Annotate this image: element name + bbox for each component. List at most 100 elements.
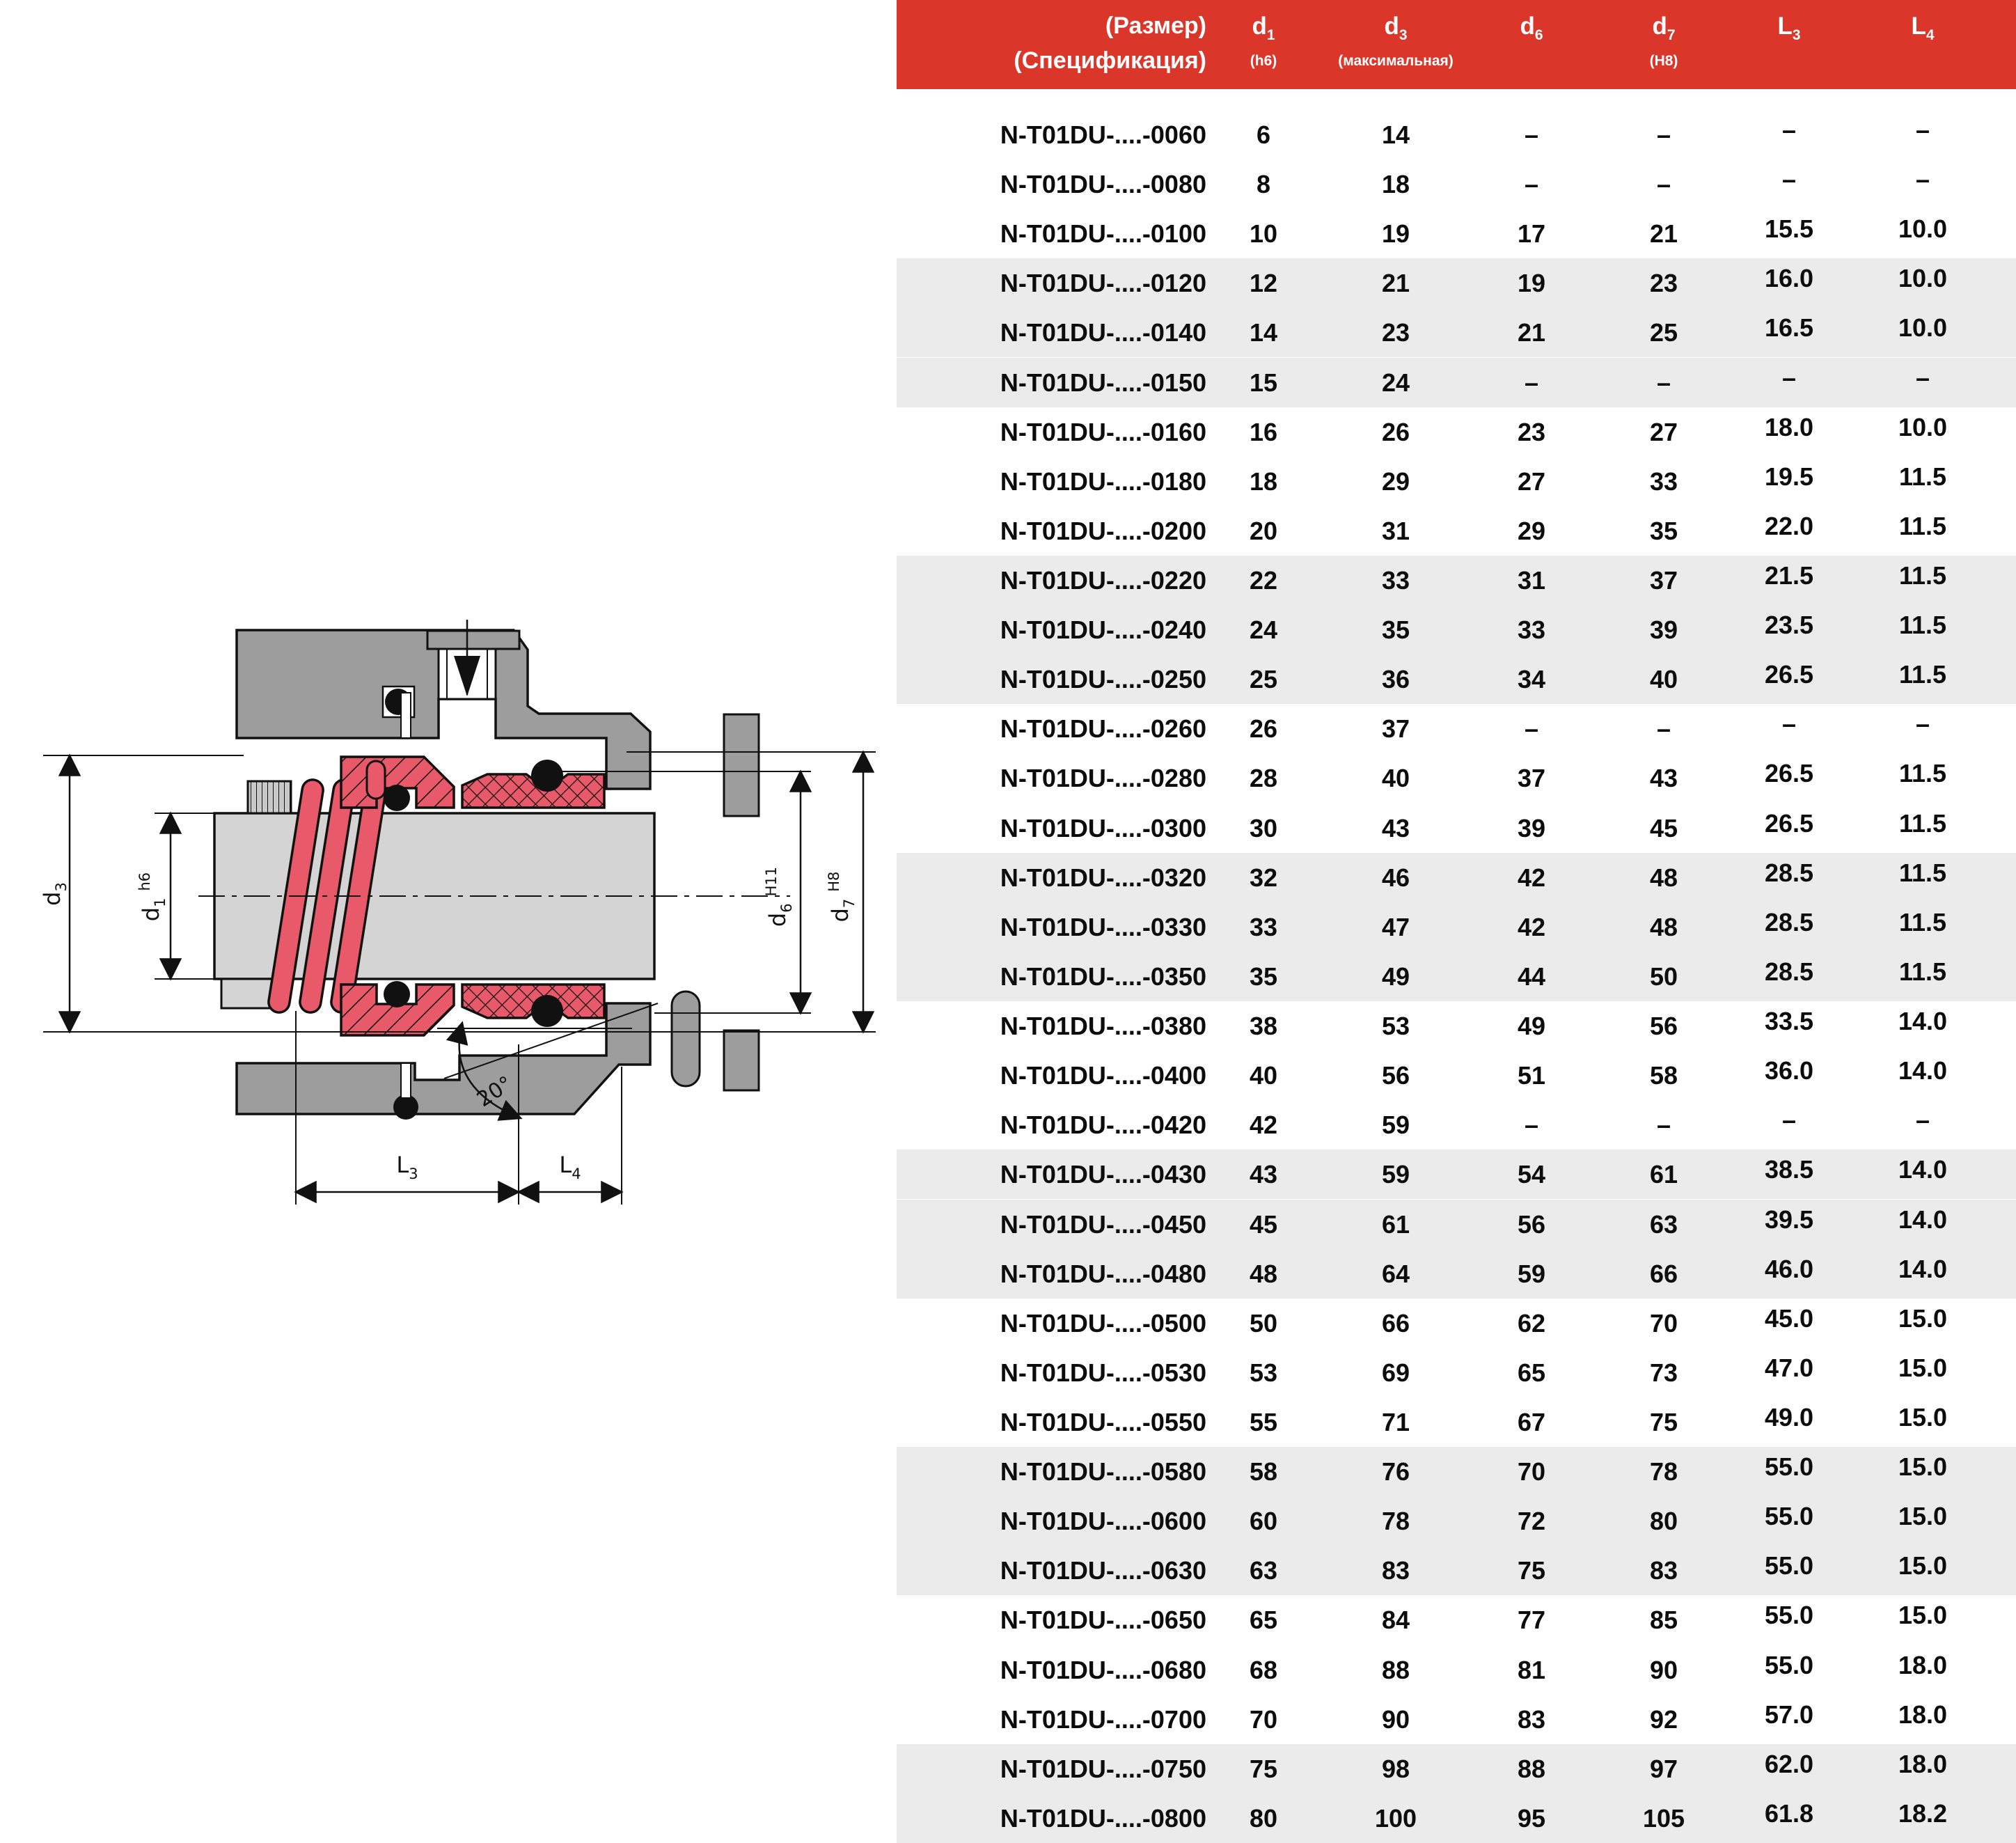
top-housing — [235, 629, 652, 790]
cell-d6: 29 — [1517, 516, 1546, 545]
seal-cross-section-diagram: d3 d1h6 d6H11 d7H8 L3 L4 20° — [39, 620, 876, 1205]
cell-d1: 15 — [1249, 368, 1278, 397]
row-size-label: N-T01DU-....-0800 — [1000, 1803, 1206, 1833]
cell-L3: 16.5 — [1764, 313, 1814, 343]
cell-L3: 57.0 — [1764, 1700, 1814, 1729]
cell-d1: 32 — [1249, 863, 1278, 892]
cell-d7: 43 — [1649, 764, 1678, 793]
cell-L4: 11.5 — [1898, 858, 1947, 887]
column-header-d1: d1 (h6) — [1197, 10, 1330, 70]
cell-d1: 38 — [1249, 1012, 1278, 1041]
table-row: N-T01DU-....-0380 38 53 49 56 33.5 14.0 — [897, 1001, 2016, 1051]
label-d7: d7H8 — [826, 872, 858, 923]
cell-d3: 88 — [1381, 1655, 1410, 1684]
cell-d7: – — [1656, 120, 1671, 149]
cell-d7: 78 — [1649, 1457, 1678, 1487]
cell-L3: 26.5 — [1764, 660, 1814, 689]
cell-d3: 46 — [1381, 863, 1410, 892]
row-size-label: N-T01DU-....-0750 — [1000, 1754, 1206, 1783]
cell-L4: 18.0 — [1898, 1749, 1948, 1778]
cell-d6: 37 — [1517, 764, 1546, 793]
cell-d3: 29 — [1381, 466, 1410, 496]
table-row: N-T01DU-....-0430 43 59 54 61 38.5 14.0 — [897, 1150, 2016, 1200]
cell-d6: 88 — [1517, 1754, 1546, 1783]
cell-d3: 90 — [1381, 1704, 1410, 1734]
cell-d7: 85 — [1649, 1606, 1678, 1635]
cell-L4: 15.0 — [1898, 1551, 1948, 1581]
cell-d1: 68 — [1249, 1655, 1278, 1684]
row-size-label: N-T01DU-....-0400 — [1000, 1061, 1206, 1090]
table-row: N-T01DU-....-0600 60 78 72 80 55.0 15.0 — [897, 1496, 2016, 1546]
cell-L4: 11.5 — [1898, 611, 1947, 640]
row-size-label: N-T01DU-....-0630 — [1000, 1556, 1206, 1585]
table-row: N-T01DU-....-0550 55 71 67 75 49.0 15.0 — [897, 1397, 2016, 1447]
cell-d1: 60 — [1249, 1507, 1278, 1536]
table-row: N-T01DU-....-0100 10 19 17 21 15.5 10.0 — [897, 209, 2016, 258]
cell-d3: 56 — [1381, 1061, 1410, 1090]
cell-d6: 23 — [1517, 417, 1546, 446]
row-size-label: N-T01DU-....-0500 — [1000, 1308, 1206, 1338]
cell-d7: 48 — [1649, 863, 1678, 892]
cell-d3: 59 — [1381, 1160, 1410, 1189]
cell-d6: 54 — [1517, 1160, 1546, 1189]
cell-d7: 45 — [1649, 813, 1678, 842]
cell-d7: – — [1656, 170, 1671, 199]
cell-d7: 83 — [1649, 1556, 1678, 1585]
cell-d7: 50 — [1649, 962, 1678, 991]
cell-d3: 71 — [1381, 1407, 1410, 1436]
dim-angle-arc — [446, 1021, 523, 1121]
cell-d3: 64 — [1381, 1259, 1410, 1288]
cell-L3: 55.0 — [1764, 1551, 1814, 1581]
cell-d3: 53 — [1381, 1012, 1410, 1041]
row-size-label: N-T01DU-....-0140 — [1000, 318, 1206, 347]
cell-d7: 75 — [1649, 1407, 1678, 1436]
cell-L3: 55.0 — [1764, 1452, 1814, 1482]
cell-d6: – — [1524, 170, 1539, 199]
cell-d7: – — [1656, 1111, 1671, 1140]
row-size-label: N-T01DU-....-0300 — [1000, 813, 1206, 842]
table-row: N-T01DU-....-0140 14 23 21 25 16.5 10.0 — [897, 308, 2016, 358]
cell-d7: 21 — [1649, 219, 1678, 249]
cell-d1: 28 — [1249, 764, 1278, 793]
column-header-d3: d3 (максимальная) — [1330, 10, 1462, 70]
cell-d7: 56 — [1649, 1012, 1678, 1041]
row-size-label: N-T01DU-....-0240 — [1000, 615, 1206, 645]
table-row: N-T01DU-....-0680 68 88 81 90 55.0 18.0 — [897, 1645, 2016, 1695]
cell-d6: 83 — [1517, 1704, 1546, 1734]
cell-L4: 10.0 — [1898, 412, 1948, 441]
cell-d7: – — [1656, 368, 1671, 397]
cell-d1: 40 — [1249, 1061, 1278, 1090]
cell-L3: 36.0 — [1764, 1056, 1814, 1085]
cell-d7: 33 — [1649, 466, 1678, 496]
cell-L4: 11.5 — [1898, 462, 1947, 491]
cell-L3: 21.5 — [1764, 561, 1814, 590]
row-size-label: N-T01DU-....-0480 — [1000, 1259, 1206, 1288]
cell-L4: 11.5 — [1898, 957, 1947, 986]
cell-L3: 62.0 — [1764, 1749, 1814, 1778]
table-row: N-T01DU-....-0250 25 36 34 40 26.5 11.5 — [897, 654, 2016, 705]
cell-d3: 21 — [1381, 269, 1410, 298]
row-size-label: N-T01DU-....-0430 — [1000, 1160, 1206, 1189]
cell-d3: 31 — [1381, 516, 1410, 545]
cell-d6: 34 — [1517, 665, 1546, 694]
cell-d7: 66 — [1649, 1259, 1678, 1288]
cell-d7: 27 — [1649, 417, 1678, 446]
label-d3: d3 — [39, 882, 70, 906]
cell-d6: 33 — [1517, 615, 1546, 645]
cell-d7: 105 — [1642, 1803, 1685, 1833]
cell-d7: 73 — [1649, 1358, 1678, 1387]
cell-d6: 31 — [1517, 566, 1546, 595]
cell-d1: 25 — [1249, 665, 1278, 694]
cell-d3: 59 — [1381, 1111, 1410, 1140]
cell-d6: 51 — [1517, 1061, 1546, 1090]
cell-L4: 15.0 — [1898, 1353, 1948, 1382]
cell-L3: – — [1781, 165, 1797, 194]
cell-d6: 75 — [1517, 1556, 1546, 1585]
column-note-d1: (h6) — [1250, 53, 1277, 69]
cell-d1: 24 — [1249, 615, 1278, 645]
cell-d3: 35 — [1381, 615, 1410, 645]
row-size-label: N-T01DU-....-0220 — [1000, 566, 1206, 595]
cell-d6: 19 — [1517, 269, 1546, 298]
cell-d7: 90 — [1649, 1655, 1678, 1684]
row-size-label: N-T01DU-....-0250 — [1000, 665, 1206, 694]
